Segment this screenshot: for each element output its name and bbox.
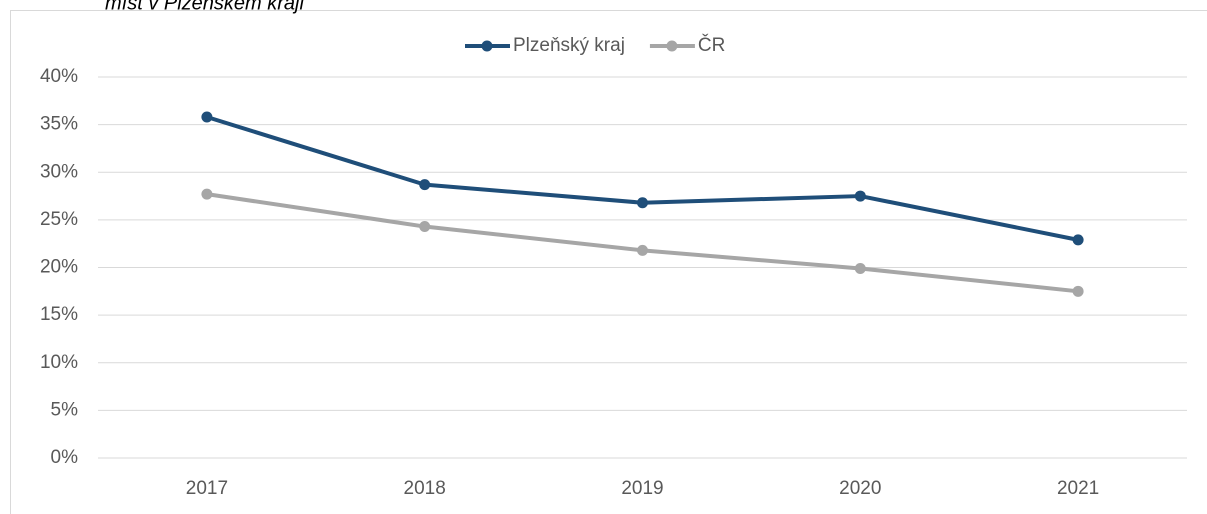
- data-point: [1072, 234, 1084, 246]
- x-tick-label: 2021: [1057, 478, 1099, 499]
- y-tick-label: 40%: [40, 66, 78, 87]
- data-point: [419, 179, 431, 191]
- chart-subtitle: míst v Plzeňském kraji: [105, 0, 304, 14]
- x-tick-label: 2019: [621, 478, 663, 499]
- x-tick-label: 2018: [404, 478, 446, 499]
- x-tick-label: 2017: [186, 478, 228, 499]
- legend-marker: [481, 40, 493, 52]
- data-point: [201, 188, 213, 200]
- data-point: [1072, 285, 1084, 297]
- y-tick-label: 25%: [40, 209, 78, 230]
- data-point: [637, 244, 648, 256]
- y-tick-label: 5%: [51, 399, 79, 420]
- y-tick-label: 35%: [40, 114, 78, 135]
- data-point: [637, 197, 648, 209]
- data-point: [854, 190, 866, 202]
- y-tick-label: 0%: [51, 447, 79, 468]
- data-point: [419, 221, 431, 233]
- x-tick-label: 2020: [839, 478, 881, 499]
- legend-label: ČR: [698, 34, 725, 56]
- chart-frame: [10, 10, 1207, 514]
- legend-label: Plzeňský kraj: [513, 35, 625, 56]
- y-tick-label: 10%: [40, 352, 78, 373]
- y-tick-label: 15%: [40, 304, 78, 325]
- data-point: [201, 111, 213, 123]
- data-point: [854, 262, 866, 274]
- y-tick-label: 20%: [40, 257, 78, 278]
- legend-marker: [666, 40, 678, 52]
- y-tick-label: 30%: [40, 161, 78, 182]
